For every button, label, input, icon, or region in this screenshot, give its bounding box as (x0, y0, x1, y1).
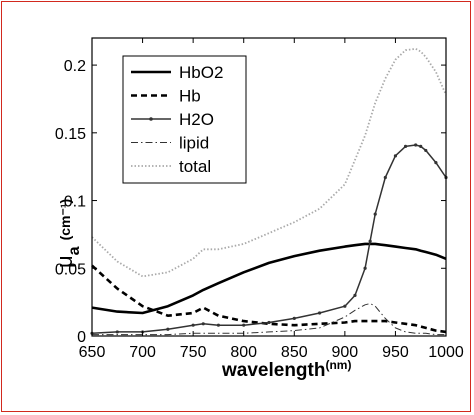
x-tick-label: 700 (129, 344, 156, 361)
x-tick-label: 900 (332, 344, 359, 361)
y-axis-label: μa (cm⁻¹) (52, 199, 83, 268)
legend-label-hbo2: HbO2 (179, 63, 223, 82)
data-point-h2o (216, 323, 221, 327)
data-point-h2o (403, 144, 408, 148)
data-point-h2o (424, 148, 428, 153)
series-line-total (91, 47, 447, 278)
y-tick-label: 0 (77, 329, 86, 346)
data-point-h2o (292, 316, 296, 320)
data-point-h2o (383, 175, 387, 180)
x-tick-label: 800 (230, 344, 257, 361)
data-point-h2o (166, 327, 170, 331)
data-point-h2o (363, 266, 367, 270)
data-point-h2o (191, 323, 195, 327)
legend-label-h2o: H2O (179, 110, 214, 129)
data-point-h2o (201, 322, 205, 326)
data-point-h2o (373, 212, 377, 216)
series-layer (90, 47, 448, 336)
y-axis-label-unit: (cm⁻¹) (57, 199, 73, 241)
data-point-h2o (353, 293, 357, 297)
x-tick-label: 950 (382, 344, 409, 361)
x-axis-label: wavelength(nm) (221, 358, 351, 381)
x-tick-label: 750 (180, 344, 207, 361)
x-axis-label-text: wavelength (221, 360, 325, 381)
y-tick-label: 0.2 (64, 58, 86, 75)
x-tick-label: 650 (79, 344, 106, 361)
data-point-h2o (317, 311, 322, 315)
data-point-h2o (267, 320, 271, 325)
series-line-hbo2 (91, 242, 447, 315)
axes-box (91, 37, 447, 337)
x-axis-label-unit: (nm) (325, 358, 351, 372)
legend-label-total: total (179, 157, 211, 176)
x-tick-label: 1000 (428, 344, 464, 361)
data-point-h2o (419, 144, 423, 148)
y-axis-label-subscript: a (66, 246, 83, 255)
x-tick-label: 850 (281, 344, 308, 361)
legend-label-hb: Hb (179, 87, 201, 106)
y-axis-label-symbol: μ (52, 255, 77, 268)
y-tick-label: 0.1 (64, 194, 86, 211)
series-line-hb (91, 264, 447, 334)
y-tick-label: 0.05 (55, 261, 86, 278)
data-point-h2o (115, 330, 119, 334)
legend-marker (149, 117, 153, 121)
data-point-h2o (414, 143, 418, 147)
data-point-h2o (368, 239, 372, 243)
legend-label-lipid: lipid (179, 134, 209, 153)
series-line-lipid (92, 303, 446, 336)
ticks-layer: 650 700 750 800 850 900 950 1000 0 0.05 0.1 0.15 0.2 (55, 38, 464, 361)
legend: HbO2 Hb H2O lipid total (122, 55, 247, 184)
data-point-h2o (242, 323, 246, 327)
data-point-h2o (343, 304, 347, 308)
data-point-h2o (434, 161, 438, 165)
y-tick-label: 0.15 (55, 126, 86, 143)
data-point-h2o (393, 154, 398, 158)
